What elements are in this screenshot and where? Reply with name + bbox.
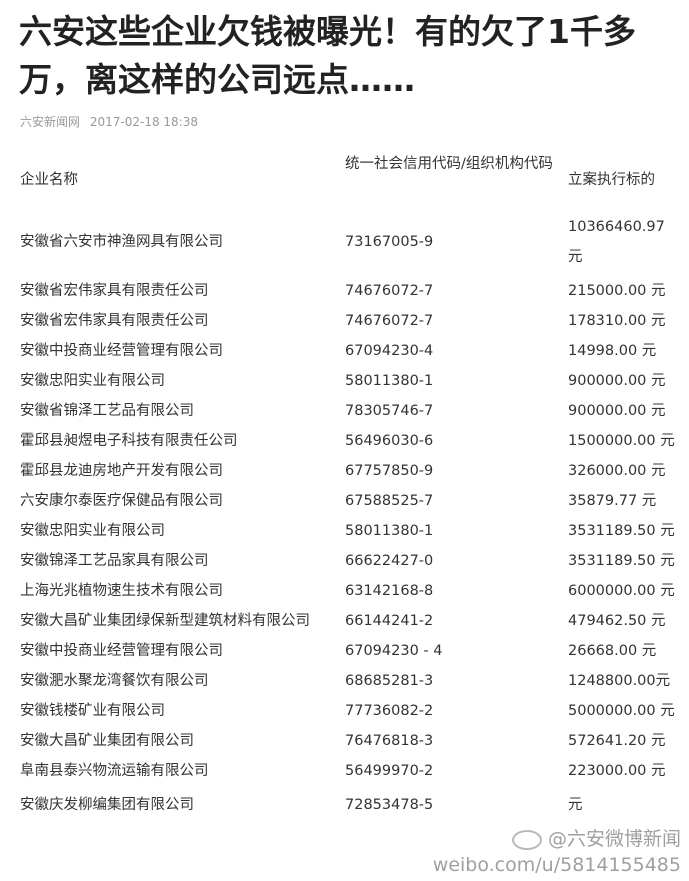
cell-code: 58011380-1 [345, 373, 434, 389]
cell-company: 安徽淝水聚龙湾餐饮有限公司 [20, 673, 209, 689]
article-meta: 六安新闻网 2017-02-18 18:38 [20, 113, 204, 130]
cell-company: 安徽大昌矿业集团有限公司 [20, 733, 194, 749]
cell-company: 安徽忠阳实业有限公司 [20, 523, 165, 539]
cell-code: 73167005-9 [345, 234, 434, 250]
watermark-handle: @六安微博新闻 [547, 828, 681, 850]
cell-amount: 5000000.00 元 [568, 703, 675, 719]
cell-company: 霍邱县龙迪房地产开发有限公司 [20, 463, 223, 479]
cell-code: 56499970-2 [345, 763, 434, 779]
cell-code: 67757850-9 [345, 463, 434, 479]
cell-amount: 14998.00 元 [568, 343, 657, 359]
cell-code: 68685281-3 [345, 673, 434, 689]
cell-code: 56496030-6 [345, 433, 434, 449]
cell-code: 67094230 - 4 [345, 643, 443, 659]
cell-company: 霍邱县昶煜电子科技有限责任公司 [20, 433, 238, 449]
cell-code: 63142168-8 [345, 583, 434, 599]
cell-amount: 26668.00 元 [568, 643, 657, 659]
table-header: 企业名称 统一社会信用代码/组织机构代码 立案执行标的 [0, 148, 689, 212]
cell-amount: 3531189.50 元 [568, 553, 675, 569]
article-source[interactable]: 六安新闻网 [20, 115, 81, 129]
cell-company: 阜南县泰兴物流运输有限公司 [20, 763, 209, 779]
cell-amount: 572641.20 元 [568, 733, 666, 749]
cell-code: 76476818-3 [345, 733, 434, 749]
header-amount: 立案执行标的 [568, 172, 655, 188]
cell-code: 67094230-4 [345, 343, 434, 359]
cell-code: 74676072-7 [345, 283, 434, 299]
cell-company: 安徽中投商业经营管理有限公司 [20, 643, 223, 659]
cell-code: 58011380-1 [345, 523, 434, 539]
cell-company: 安徽省六安市神渔网具有限公司 [20, 234, 223, 250]
cell-company: 上海光兆植物速生技术有限公司 [20, 583, 223, 599]
cell-amount: 1500000.00 元 [568, 433, 675, 449]
cell-code: 66144241-2 [345, 613, 434, 629]
cell-code: 74676072-7 [345, 313, 434, 329]
weibo-icon [511, 829, 542, 850]
cell-code: 72853478-5 [345, 797, 434, 813]
cell-company: 安徽钱楼矿业有限公司 [20, 703, 165, 719]
cell-amount: 479462.50 元 [568, 613, 666, 629]
header-code: 统一社会信用代码/组织机构代码 [345, 156, 553, 172]
watermark-url: weibo.com/u/5814155485 [432, 854, 681, 876]
cell-company: 安徽锦泽工艺品家具有限公司 [20, 553, 209, 569]
cell-company: 六安康尔泰医疗保健品有限公司 [20, 493, 223, 509]
cell-company: 安徽省宏伟家具有限责任公司 [20, 283, 209, 299]
cell-amount: 326000.00 元 [568, 463, 666, 479]
cell-code: 66622427-0 [345, 553, 434, 569]
cell-company: 安徽省宏伟家具有限责任公司 [20, 313, 209, 329]
cell-amount: 10366460.97 元 [568, 219, 665, 265]
cell-amount: 900000.00 元 [568, 403, 666, 419]
cell-company: 安徽中投商业经营管理有限公司 [20, 343, 223, 359]
weibo-watermark: @六安微博新闻 weibo.com/u/5814155485 [433, 826, 681, 878]
cell-amount: 178310.00 元 [568, 313, 666, 329]
cell-company: 安徽庆发柳编集团有限公司 [20, 797, 194, 813]
cell-code: 77736082-2 [345, 703, 434, 719]
cell-code: 78305746-7 [345, 403, 434, 419]
cell-company: 安徽省锦泽工艺品有限公司 [20, 403, 194, 419]
cell-amount: 元 [568, 797, 583, 813]
header-company: 企业名称 [20, 172, 78, 188]
cell-amount: 223000.00 元 [568, 763, 666, 779]
cell-amount: 215000.00 元 [568, 283, 666, 299]
article-title: 六安这些企业欠钱被曝光！有的欠了1千多万，离这样的公司远点…… [19, 12, 636, 99]
cell-amount: 900000.00 元 [568, 373, 666, 389]
cell-amount: 1248800.00元 [568, 673, 671, 689]
cell-amount: 3531189.50 元 [568, 523, 675, 539]
cell-company: 安徽忠阳实业有限公司 [20, 373, 165, 389]
cell-company: 安徽大昌矿业集团绿保新型建筑材料有限公司 [20, 613, 310, 629]
cell-amount: 35879.77 元 [568, 493, 657, 509]
article-date: 2017-02-18 18:38 [89, 115, 198, 129]
cell-amount: 6000000.00 元 [568, 583, 675, 599]
cell-code: 67588525-7 [345, 493, 434, 509]
